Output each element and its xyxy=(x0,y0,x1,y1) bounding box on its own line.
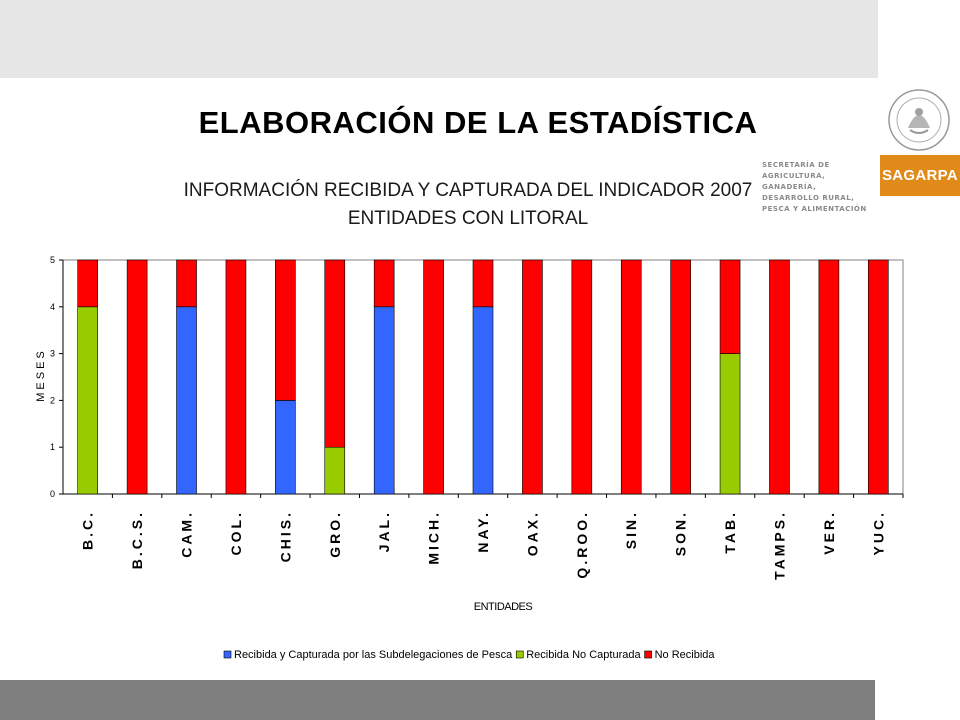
x-tick-label: Q.ROO. xyxy=(574,510,590,579)
agency-name: SECRETARÍA DE AGRICULTURA, GANADERÍA, DE… xyxy=(762,160,874,215)
bar-segment-1 xyxy=(176,306,197,495)
x-tick-label: SON. xyxy=(673,510,689,556)
legend-swatch-3 xyxy=(644,650,652,659)
x-tick-label: OAX. xyxy=(524,510,540,556)
legend-label-2: Recibida No Capturada xyxy=(526,649,641,661)
bar-segment-3 xyxy=(571,259,593,495)
x-tick-label: JAL. xyxy=(376,510,392,552)
agency-line-3: PESCA Y ALIMENTACIÓN xyxy=(762,205,867,213)
bar-segment-2 xyxy=(77,306,99,495)
legend-swatch-1 xyxy=(223,650,232,659)
chart-title: INFORMACIÓN RECIBIDA Y CAPTURADA DEL IND… xyxy=(183,180,753,201)
y-tick-label: 1 xyxy=(50,442,55,452)
bar-segment-3 xyxy=(867,259,889,495)
bar-segment-3 xyxy=(670,259,691,495)
header-band xyxy=(0,0,878,78)
y-tick-label: 5 xyxy=(50,255,55,265)
y-tick-label: 3 xyxy=(50,349,55,359)
bar-segment-3 xyxy=(126,259,148,495)
bar-segment-1 xyxy=(472,306,494,495)
bar-segment-3 xyxy=(620,259,642,495)
legend-label-1: Recibida y Capturada por las Subdelegaci… xyxy=(234,649,513,661)
y-tick-label: 4 xyxy=(50,302,55,312)
x-tick-label: COL. xyxy=(228,510,244,555)
x-tick-label: NAY. xyxy=(475,510,491,553)
bar-segment-3 xyxy=(423,259,444,495)
mexican-seal-icon xyxy=(888,89,950,151)
x-tick-label: B.C. xyxy=(80,510,96,550)
bar-segment-1 xyxy=(373,306,395,495)
y-tick-label: 0 xyxy=(50,489,55,499)
sagarpa-logo: SAGARPA xyxy=(880,155,960,196)
bar-segment-1 xyxy=(275,400,296,495)
bar-segment-3 xyxy=(522,259,543,495)
legend-swatch-2 xyxy=(515,650,524,659)
bar-segment-3 xyxy=(176,259,197,308)
x-tick-label: YUC. xyxy=(870,510,886,555)
x-axis-title: ENTIDADES xyxy=(474,601,533,613)
x-tick-label: B.C.S. xyxy=(129,510,145,569)
bar-segment-3 xyxy=(769,259,790,495)
x-tick-label: GRO. xyxy=(327,510,343,558)
agency-line-2: GANADERÍA, DESARROLLO RURAL, xyxy=(762,183,855,202)
y-tick-label: 2 xyxy=(50,395,55,405)
footer-band xyxy=(0,680,875,720)
page-title: ELABORACIÓN DE LA ESTADÍSTICA xyxy=(198,105,758,140)
x-tick-label: SIN. xyxy=(623,510,639,549)
bar-segment-2 xyxy=(324,446,346,495)
x-tick-label: TAB. xyxy=(722,510,738,554)
x-tick-label: CHIS. xyxy=(277,510,293,562)
bar-segment-3 xyxy=(77,259,99,308)
bar-segment-2 xyxy=(719,353,741,495)
x-tick-label: TAMPS. xyxy=(771,510,787,580)
bar-segment-3 xyxy=(324,259,346,448)
bar-segment-3 xyxy=(719,259,741,354)
bar-segment-3 xyxy=(275,259,296,401)
x-tick-label: CAM. xyxy=(179,510,195,558)
agency-line-1: SECRETARÍA DE AGRICULTURA, xyxy=(762,161,830,180)
x-tick-label: VER. xyxy=(821,510,837,555)
legend-label-3: No Recibida xyxy=(655,649,716,661)
bar-segment-3 xyxy=(472,259,494,308)
y-axis-title: MESES xyxy=(35,348,47,402)
bar-segment-3 xyxy=(373,259,395,308)
bar-segment-3 xyxy=(225,259,247,495)
chart-subtitle: ENTIDADES CON LITORAL xyxy=(347,208,589,229)
bar-segment-3 xyxy=(818,259,840,495)
x-tick-label: MICH. xyxy=(426,510,442,565)
